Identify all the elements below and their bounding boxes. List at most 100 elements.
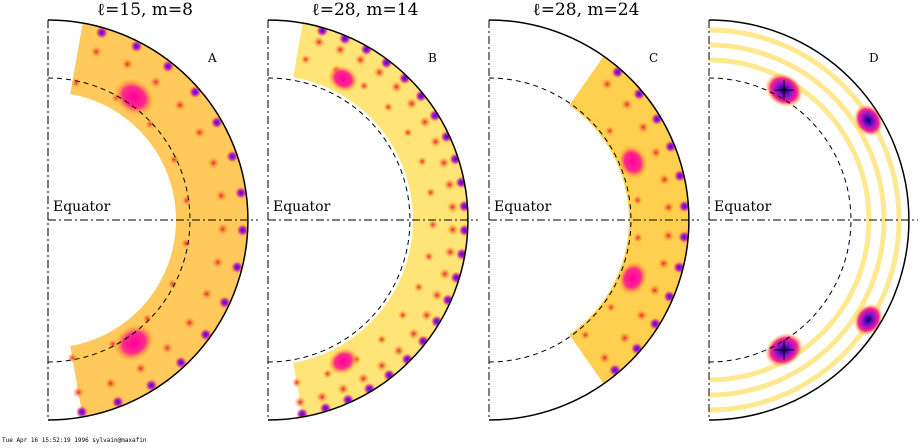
lobe bbox=[657, 257, 670, 270]
panel-label: C bbox=[649, 51, 658, 65]
lobe bbox=[111, 396, 124, 409]
lobe bbox=[291, 377, 302, 388]
lobe bbox=[167, 278, 178, 289]
lobe bbox=[215, 189, 228, 202]
blob bbox=[327, 65, 359, 93]
lobe bbox=[632, 232, 643, 243]
lobe bbox=[294, 396, 307, 409]
lobe bbox=[649, 146, 662, 159]
mode-band bbox=[70, 23, 248, 417]
lobe bbox=[210, 116, 223, 129]
lobe bbox=[392, 344, 405, 357]
lobe bbox=[67, 352, 78, 363]
lobe bbox=[635, 309, 648, 322]
lobe bbox=[397, 310, 408, 321]
lobe bbox=[637, 121, 650, 134]
lobe bbox=[611, 66, 624, 79]
lobe bbox=[383, 102, 394, 113]
lobe bbox=[423, 251, 434, 262]
lobe bbox=[375, 359, 388, 372]
lobe bbox=[193, 126, 206, 139]
lobe bbox=[359, 80, 370, 91]
lobe bbox=[121, 58, 134, 71]
lobe bbox=[161, 341, 174, 354]
lobe bbox=[183, 316, 196, 329]
lobe bbox=[75, 406, 88, 419]
lobe bbox=[413, 282, 424, 293]
blob bbox=[853, 104, 884, 137]
lobe bbox=[605, 302, 616, 313]
lobe bbox=[431, 289, 444, 302]
equator-label: Equator bbox=[714, 199, 772, 215]
lobe bbox=[134, 362, 147, 375]
blob bbox=[617, 144, 648, 180]
lobe bbox=[444, 246, 457, 259]
panel-label: A bbox=[207, 51, 217, 65]
lobe bbox=[316, 390, 329, 403]
lobe bbox=[446, 201, 459, 214]
lobe bbox=[630, 342, 643, 355]
lobe bbox=[420, 309, 433, 322]
footer: Tue Apr 16 15:52:19 1996 sylvain@maxafin bbox=[2, 437, 147, 444]
lobe bbox=[648, 284, 661, 297]
lobe bbox=[443, 178, 456, 191]
lobe bbox=[236, 224, 248, 237]
lobe bbox=[407, 327, 420, 340]
lobe bbox=[662, 201, 675, 214]
lobe bbox=[427, 219, 438, 230]
lobe bbox=[446, 223, 459, 236]
panel-label: D bbox=[869, 51, 879, 65]
lobe bbox=[169, 154, 180, 165]
lobe bbox=[618, 332, 631, 345]
lobe bbox=[604, 125, 615, 136]
lobe bbox=[658, 173, 671, 186]
lobe bbox=[207, 157, 220, 170]
panel-title: ℓ=15, m=8 bbox=[97, 0, 193, 20]
lobe bbox=[200, 287, 213, 300]
lobe bbox=[211, 256, 224, 269]
lobe bbox=[429, 135, 442, 148]
lobe bbox=[405, 97, 418, 110]
blob bbox=[327, 347, 359, 375]
blob bbox=[113, 323, 155, 363]
inner-boundary bbox=[488, 77, 632, 363]
lobe bbox=[71, 77, 82, 88]
lobe bbox=[218, 296, 231, 309]
lobe bbox=[337, 383, 350, 396]
lobe bbox=[189, 86, 202, 99]
lobe bbox=[458, 200, 468, 213]
lobe bbox=[104, 377, 117, 390]
lobe bbox=[334, 43, 347, 56]
lobe bbox=[149, 76, 162, 89]
lobe bbox=[354, 53, 367, 66]
inner-boundary bbox=[708, 77, 852, 363]
lobe bbox=[458, 224, 468, 237]
lobe bbox=[174, 99, 187, 112]
lobe bbox=[199, 328, 212, 341]
lobe bbox=[130, 40, 143, 53]
lobe bbox=[142, 313, 153, 324]
lobe bbox=[162, 60, 175, 73]
ring bbox=[709, 27, 902, 413]
equator-label: Equator bbox=[273, 199, 331, 215]
lobe bbox=[357, 372, 370, 385]
lobe bbox=[145, 379, 158, 392]
equator-label: Equator bbox=[494, 199, 552, 215]
lobe bbox=[300, 54, 311, 65]
lobe bbox=[376, 334, 387, 345]
lobe bbox=[322, 368, 333, 379]
panel-title: ℓ=28, m=24 bbox=[533, 0, 640, 20]
mode-pattern bbox=[291, 23, 468, 420]
lobe bbox=[181, 195, 192, 206]
lobe bbox=[216, 223, 229, 236]
lobe bbox=[620, 98, 633, 111]
lobe bbox=[402, 127, 413, 138]
inner-boundary bbox=[267, 77, 411, 363]
panel-label: B bbox=[428, 51, 437, 65]
panel: Equator Bℓ=28, m=14 bbox=[267, 0, 478, 421]
panel: Equator D bbox=[708, 19, 918, 421]
lobe bbox=[440, 130, 453, 143]
blob bbox=[113, 77, 155, 117]
lobe bbox=[437, 156, 450, 169]
lobe bbox=[174, 356, 187, 369]
